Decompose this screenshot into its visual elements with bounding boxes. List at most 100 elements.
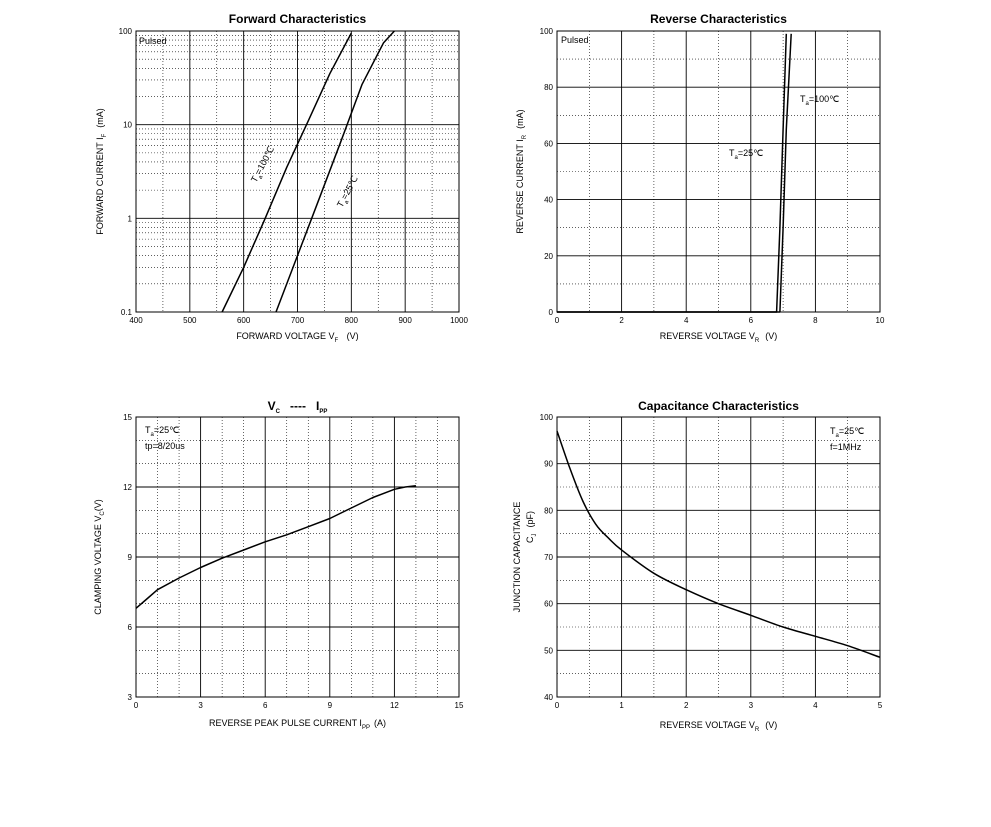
- text-part: (A): [374, 718, 386, 728]
- text-part: (V): [93, 499, 103, 511]
- x-tick-label: 4: [684, 316, 689, 325]
- text-part: T: [249, 174, 261, 184]
- text-part: F: [335, 338, 339, 344]
- x-tick-label: 500: [183, 316, 197, 325]
- text-part: T: [145, 425, 151, 435]
- text-part: =25℃: [339, 174, 360, 201]
- text-part: T: [800, 94, 806, 104]
- text-part: REVERSE VOLTAGE V: [660, 720, 755, 730]
- x-axis-label: REVERSE VOLTAGE VR (V): [660, 720, 778, 733]
- text-part: =25℃: [738, 148, 763, 158]
- text-part: PP: [362, 725, 370, 731]
- series-line: [135, 485, 416, 609]
- x-tick-label: 0: [555, 701, 560, 710]
- y-tick-label: 100: [119, 27, 133, 36]
- text-part: a: [151, 432, 155, 438]
- x-tick-label: 0: [134, 701, 139, 710]
- x-tick-label: 3: [198, 701, 203, 710]
- text-part: T: [729, 148, 735, 158]
- x-tick-label: 6: [749, 316, 754, 325]
- text-part: C: [525, 536, 535, 543]
- text-part: (V): [765, 331, 777, 341]
- text-part: F: [102, 133, 108, 137]
- text-part: =25℃: [154, 425, 179, 435]
- series-label-25c: Ta=25℃: [729, 148, 763, 161]
- x-tick-label: 8: [813, 316, 818, 325]
- x-axis-label: FORWARD VOLTAGE VF (V): [236, 331, 358, 344]
- x-tick-label: 3: [749, 701, 754, 710]
- y-tick-label: 9: [128, 553, 133, 562]
- y-axis-label-symbol: CJ (pF): [525, 511, 538, 543]
- chart-title: Forward Characteristics: [229, 12, 367, 26]
- text-part: a: [344, 199, 351, 205]
- text-part: a: [258, 174, 265, 180]
- forward-characteristics-chart: 400 500 600 700 800 900 1000 0.1 1 10 100 Forward C…: [95, 12, 468, 344]
- capacitance-chart: 0 1 2 3 4 5 40 50 60 70 80 90 100 Capacitance Charact…: [512, 399, 883, 733]
- series-label-100c: Ta=100℃: [800, 94, 839, 107]
- y-tick-label: 12: [123, 483, 132, 492]
- series-label-100c: Ta=100℃: [249, 145, 279, 186]
- x-tick-label: 800: [345, 316, 359, 325]
- x-tick-label: 4: [813, 701, 818, 710]
- condition-note-temperature: Ta=25℃: [830, 426, 864, 439]
- y-tick-label: 15: [123, 413, 132, 422]
- plot-frame: [135, 30, 460, 313]
- text-part: REVERSE PEAK PULSE CURRENT I: [209, 718, 362, 728]
- plot-frame: [135, 416, 460, 698]
- text-part: R: [755, 727, 760, 733]
- x-tick-label: 1000: [450, 316, 468, 325]
- y-tick-label: 60: [544, 139, 553, 148]
- y-axis-label: JUNCTION CAPACITANCE: [512, 502, 522, 613]
- y-tick-label: 10: [123, 121, 132, 130]
- pulsed-note: Pulsed: [561, 35, 589, 45]
- condition-note-frequency: f=1MHz: [830, 442, 862, 452]
- series-line: [221, 32, 352, 313]
- text-part: (V): [765, 720, 777, 730]
- text-part: ----: [290, 399, 306, 413]
- pulsed-note: Pulsed: [139, 36, 167, 46]
- text-part: REVERSE VOLTAGE V: [660, 331, 755, 341]
- y-tick-label: 40: [544, 693, 553, 702]
- condition-note-temperature: Ta=25℃: [145, 425, 179, 438]
- x-tick-label: 12: [390, 701, 399, 710]
- x-tick-label: 400: [129, 316, 143, 325]
- series-label-25c: Ta=25℃: [335, 174, 363, 210]
- text-part: REVERSE CURRENT I: [515, 139, 525, 233]
- y-tick-label: 100: [540, 27, 554, 36]
- y-tick-label: 3: [128, 693, 133, 702]
- text-part: PP: [319, 409, 327, 415]
- y-tick-label: 100: [540, 413, 554, 422]
- chart-title: Reverse Characteristics: [650, 12, 787, 26]
- x-tick-label: 9: [328, 701, 333, 710]
- text-part: FORWARD VOLTAGE V: [236, 331, 334, 341]
- text-part: (V): [344, 331, 359, 341]
- text-part: V: [268, 399, 276, 413]
- text-part: R: [755, 338, 760, 344]
- text-part: a: [735, 155, 739, 161]
- text-part: a: [806, 101, 810, 107]
- y-tick-label: 80: [544, 83, 553, 92]
- y-tick-label: 1: [128, 214, 133, 223]
- text-part: =100℃: [253, 145, 276, 177]
- series-line: [557, 33, 788, 313]
- series-line: [556, 430, 881, 659]
- text-part: (mA): [515, 109, 525, 129]
- y-tick-label: 20: [544, 252, 553, 261]
- plot-frame: [556, 416, 881, 698]
- x-tick-label: 600: [237, 316, 251, 325]
- y-tick-label: 80: [544, 506, 553, 515]
- x-tick-label: 2: [684, 701, 689, 710]
- x-axis-label: REVERSE PEAK PULSE CURRENT IPP (A): [209, 718, 386, 731]
- x-tick-label: 5: [878, 701, 883, 710]
- y-tick-label: 0: [549, 308, 554, 317]
- y-axis-label: CLAMPING VOLTAGE VC(V): [93, 499, 106, 615]
- series-line: [557, 33, 792, 313]
- text-part: J: [532, 534, 538, 537]
- text-part: R: [522, 134, 528, 139]
- y-tick-label: 60: [544, 600, 553, 609]
- x-tick-label: 0: [555, 316, 560, 325]
- text-part: a: [836, 433, 840, 439]
